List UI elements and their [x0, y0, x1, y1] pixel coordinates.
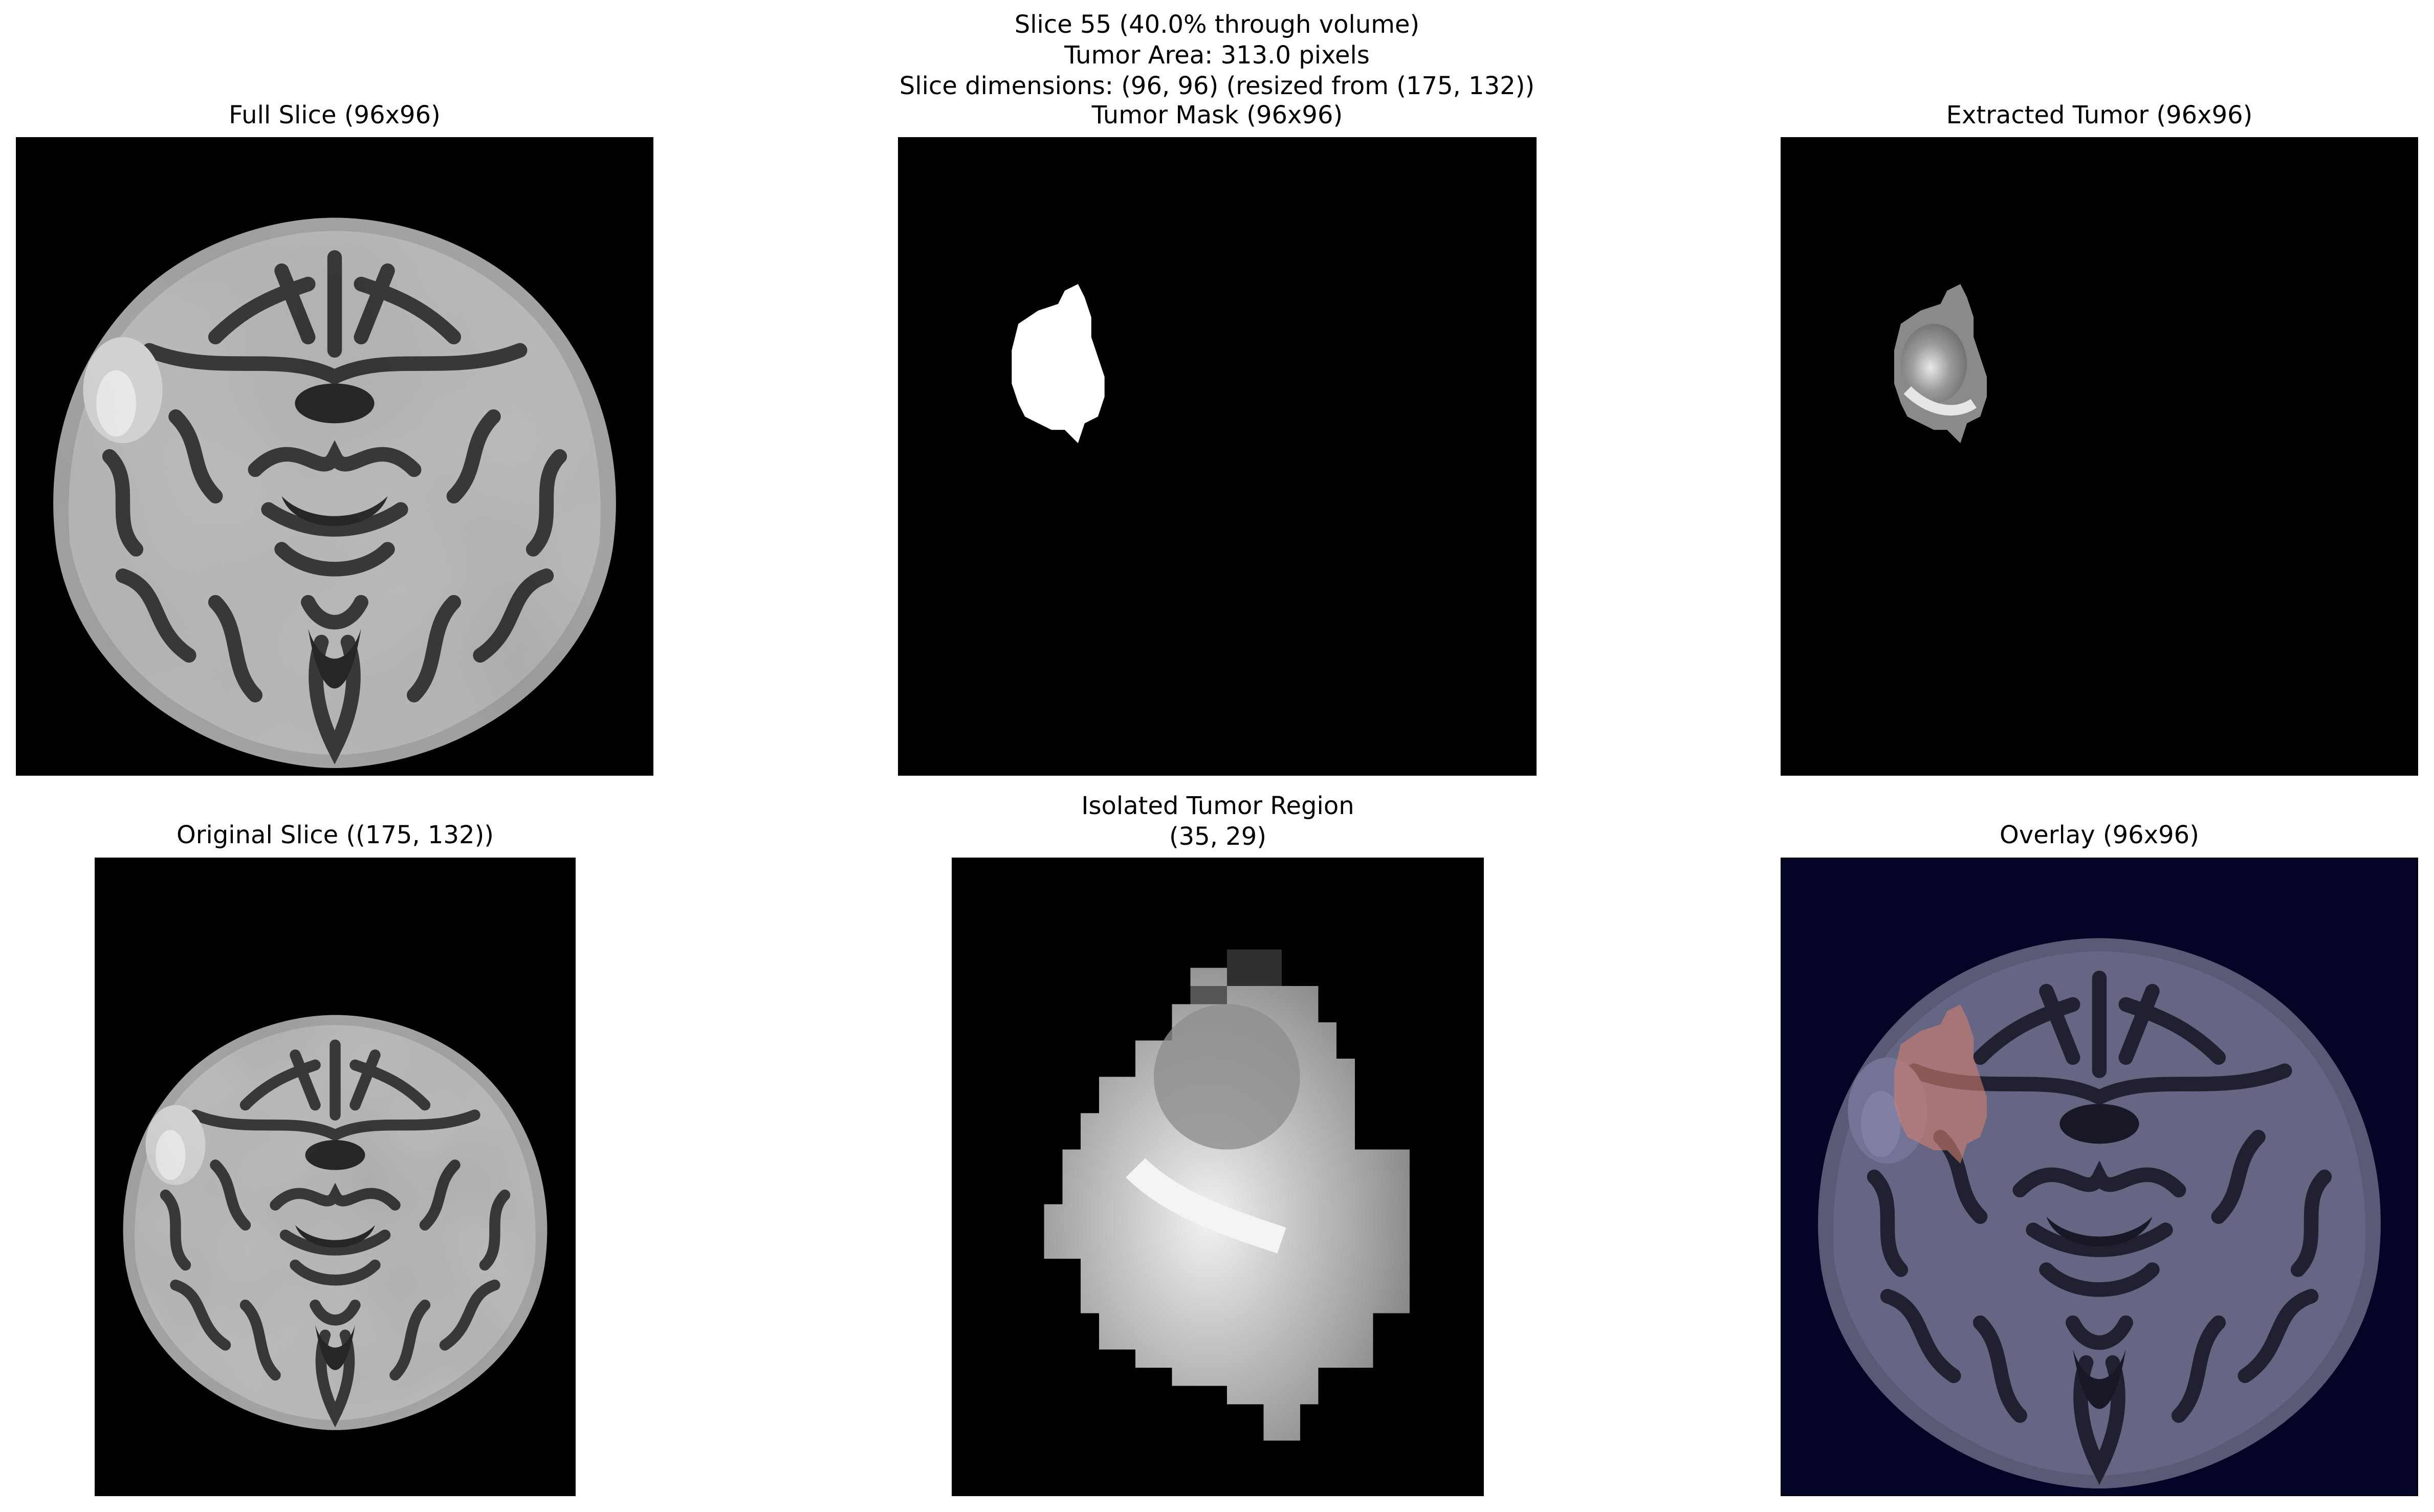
panel-title-extracted-tumor: Extracted Tumor (96x96) [1946, 101, 2253, 129]
panel-title-original-slice: Original Slice ((175, 132)) [176, 821, 494, 849]
overlay-image [1782, 859, 2417, 1495]
tumor-mask-image [899, 138, 1536, 775]
panel-original-slice [95, 858, 576, 1496]
isolated-tumor-title-line-1: Isolated Tumor Region [1081, 792, 1354, 820]
isolated-tumor-title-line-2: (35, 29) [1169, 822, 1267, 851]
suptitle-line-3: Slice dimensions: (96, 96) (resized from… [899, 72, 1535, 100]
panel-extracted-tumor [1781, 137, 2418, 776]
extracted-tumor-image [1782, 138, 2417, 775]
panel-isolated-tumor [952, 858, 1484, 1496]
isolated-tumor-image [953, 859, 1483, 1495]
panel-tumor-mask [898, 137, 1537, 776]
panel-full-slice [16, 137, 653, 776]
figure-suptitle: Slice 55 (40.0% through volume) Tumor Ar… [0, 9, 2434, 101]
original-slice-image [96, 859, 575, 1495]
panel-overlay [1781, 858, 2418, 1496]
suptitle-line-1: Slice 55 (40.0% through volume) [1014, 10, 1420, 39]
suptitle-line-2: Tumor Area: 313.0 pixels [1064, 41, 1370, 70]
panel-title-tumor-mask: Tumor Mask (96x96) [1091, 101, 1343, 129]
full-slice-image [17, 138, 652, 775]
panel-title-overlay: Overlay (96x96) [2000, 821, 2199, 849]
panel-title-isolated-tumor: Isolated Tumor Region (35, 29) [952, 791, 1484, 852]
panel-title-full-slice: Full Slice (96x96) [229, 101, 441, 129]
